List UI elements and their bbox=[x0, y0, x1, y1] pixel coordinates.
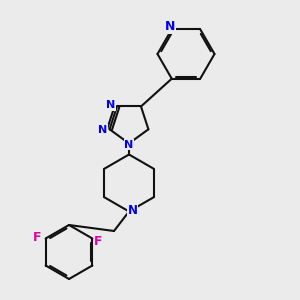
Text: F: F bbox=[33, 231, 41, 244]
Text: N: N bbox=[124, 140, 134, 150]
Text: N: N bbox=[106, 100, 115, 110]
Text: N: N bbox=[128, 204, 138, 218]
Text: N: N bbox=[165, 20, 175, 33]
Text: N: N bbox=[98, 125, 108, 135]
Text: F: F bbox=[94, 235, 103, 248]
